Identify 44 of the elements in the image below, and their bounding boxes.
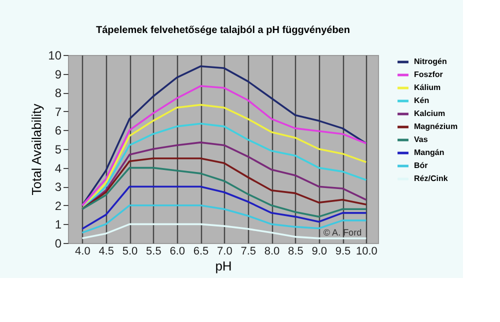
y-tick-label: 7 — [54, 104, 62, 119]
x-tick-label: 10.0 — [356, 246, 378, 258]
y-tick-label: 4 — [54, 161, 62, 176]
x-tick-label: 7.5 — [240, 246, 256, 258]
y-tick-label: 10 — [48, 48, 62, 62]
x-tick-label: 8.0 — [264, 246, 280, 258]
y-tick-label: 6 — [54, 124, 62, 138]
x-tick-label: 8.5 — [288, 246, 304, 258]
x-tick-label: 9.0 — [312, 246, 327, 258]
y-tick-label: 2 — [54, 198, 62, 213]
y-tick-label: 5 — [54, 142, 62, 156]
legend-label: Magnézium — [414, 122, 458, 131]
line-series — [81, 142, 368, 210]
line-series — [81, 104, 368, 210]
line-series — [81, 166, 368, 218]
line-series — [81, 204, 368, 234]
legend-label: Foszfor — [414, 70, 443, 79]
legend-label: Kálium — [414, 83, 441, 92]
line-series — [81, 186, 368, 230]
legend-label: Réz/Cink — [414, 174, 448, 183]
legend-label: Vas — [414, 135, 428, 144]
x-tick-label: 7.0 — [217, 246, 232, 258]
legend-label: Nitrogén — [414, 57, 447, 66]
legend-label: Mangán — [414, 148, 444, 157]
x-tick-label: 6.0 — [170, 246, 186, 258]
x-tick-label: 5.5 — [146, 246, 162, 258]
legend-label: Kalcium — [414, 109, 446, 118]
legend-label: Bór — [414, 161, 428, 170]
chart-title: Tápelemek felvehetősége talajból a pH függvényében — [96, 25, 350, 36]
y-tick-label: 0 — [54, 236, 62, 250]
line-series — [81, 158, 368, 210]
x-tick-label: 4.5 — [98, 246, 114, 258]
y-tick-label: 1 — [54, 218, 62, 232]
y-axis-title: Total Availability — [29, 103, 44, 196]
x-axis-title: pH — [215, 258, 232, 274]
x-tick-label: 5.0 — [122, 246, 138, 258]
line-series — [81, 223, 368, 240]
legend-label: Kén — [414, 96, 430, 105]
x-tick-label: 6.5 — [193, 246, 209, 258]
y-tick-label: 3 — [54, 180, 62, 194]
x-tick-label: 9.5 — [335, 246, 351, 258]
x-tick-label: 4.0 — [75, 246, 90, 258]
y-tick-label: 9 — [54, 67, 62, 82]
y-tick-label: 8 — [54, 86, 62, 100]
